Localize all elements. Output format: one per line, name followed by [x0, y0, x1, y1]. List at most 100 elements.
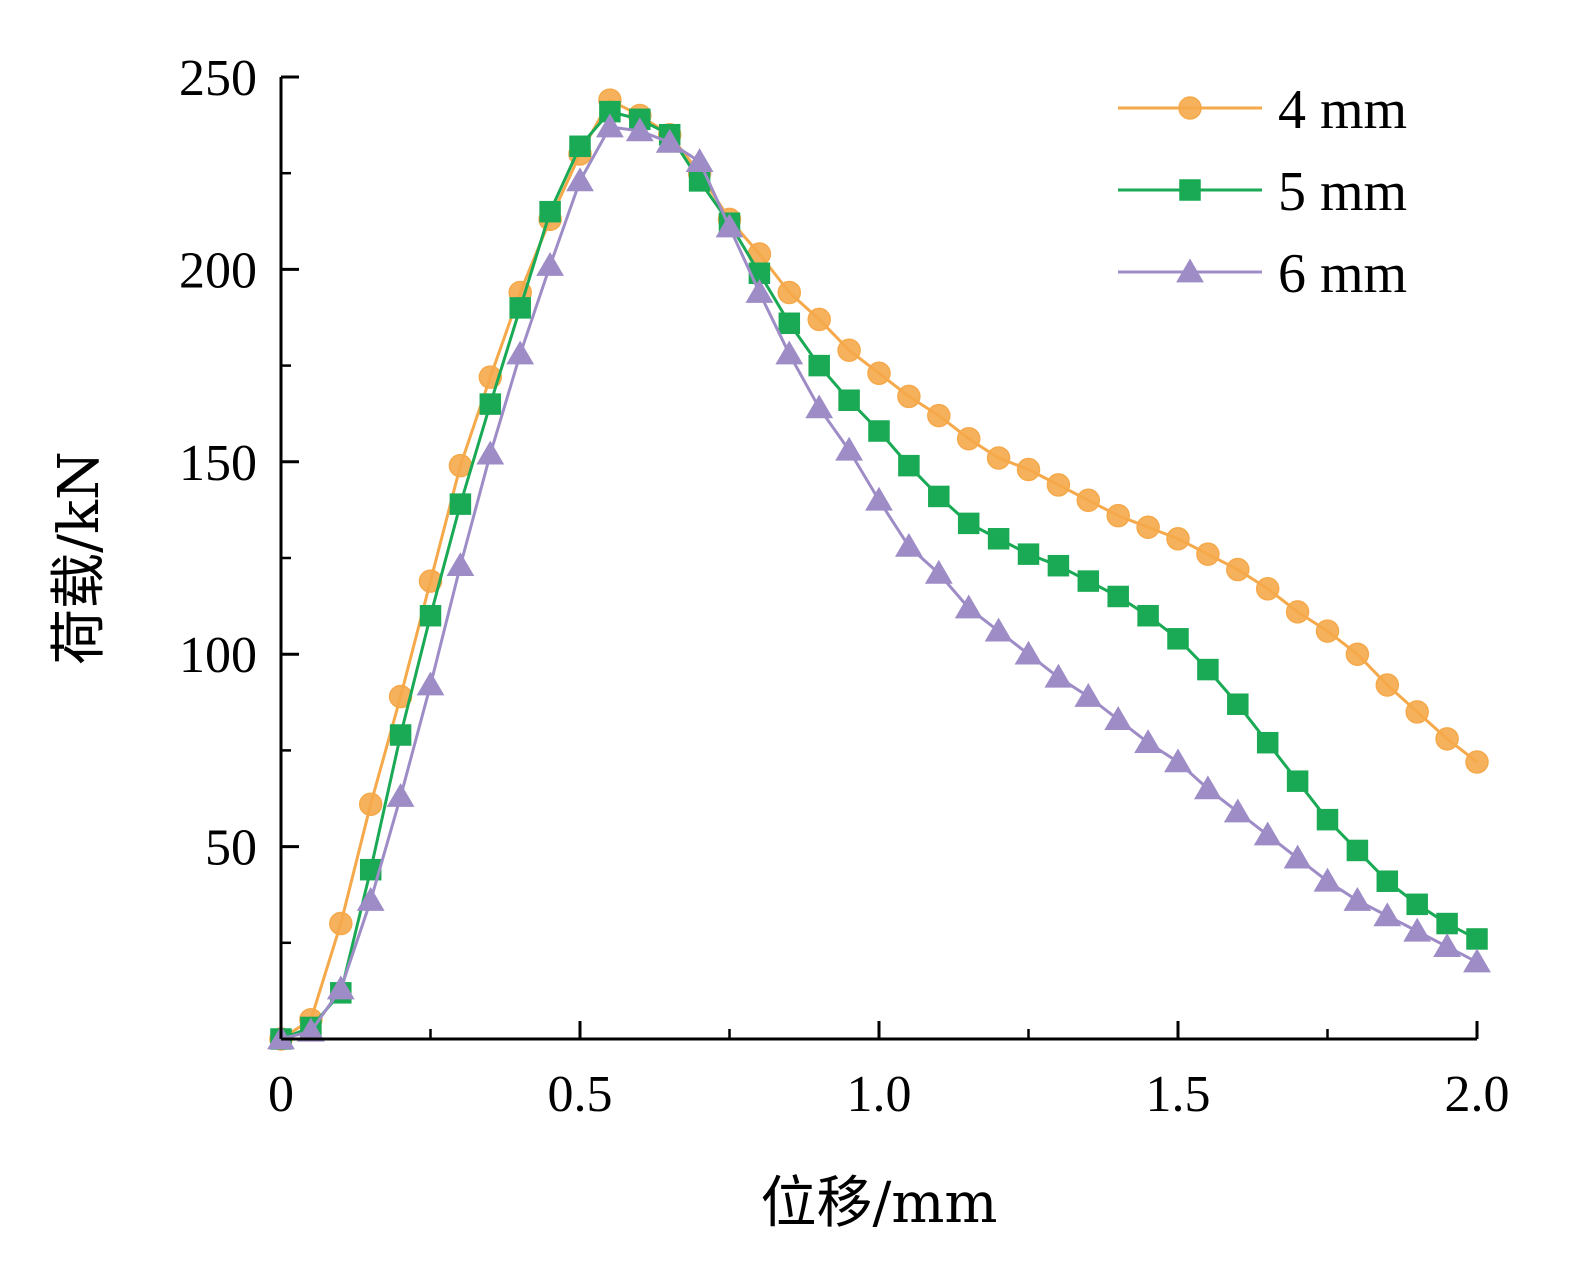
legend-marker: [1178, 96, 1202, 120]
data-point: [418, 569, 443, 593]
data-point: [1316, 808, 1339, 831]
legend-marker: [1179, 179, 1201, 201]
data-point: [1076, 488, 1101, 513]
plot-area: 0 0.5 1.0 1.5 2.0 50 100 150 200 250: [179, 50, 1510, 1123]
data-point: [805, 394, 834, 419]
legend-label: 6 mm: [1278, 243, 1407, 305]
data-point: [1373, 902, 1402, 927]
data-point: [777, 280, 802, 305]
data-point: [416, 671, 445, 696]
data-point: [865, 486, 893, 511]
data-point: [1313, 867, 1342, 892]
data-point: [1077, 570, 1100, 592]
data-point: [386, 783, 415, 807]
data-point: [1136, 515, 1160, 539]
data-point: [1137, 604, 1159, 627]
data-point: [1044, 663, 1073, 688]
data-point: [479, 393, 502, 415]
data-point: [924, 559, 953, 584]
data-point: [419, 604, 442, 627]
y-tick-label: 100: [179, 627, 257, 684]
data-point: [1286, 770, 1309, 792]
data-point: [1466, 928, 1488, 950]
data-point: [685, 148, 714, 173]
data-point: [808, 354, 830, 377]
legend: 4 mm 5 mm 6 mm: [1118, 79, 1407, 305]
data-point: [1134, 729, 1163, 754]
data-point: [1256, 731, 1279, 754]
data-point: [867, 361, 891, 386]
data-point: [838, 389, 860, 411]
series-3: [267, 113, 1491, 1050]
legend-item: 5 mm: [1118, 161, 1407, 223]
data-point: [1164, 748, 1192, 773]
data-point: [927, 403, 951, 428]
data-point: [928, 485, 950, 508]
data-point: [986, 446, 1011, 470]
data-point: [1226, 557, 1250, 582]
x-tick-label: 0: [268, 1066, 294, 1123]
data-point: [1343, 886, 1372, 911]
data-point: [566, 167, 594, 192]
data-point: [539, 200, 561, 223]
data-point: [778, 312, 801, 335]
y-tick-label: 50: [205, 820, 257, 877]
legend-item: 4 mm: [1118, 79, 1407, 141]
data-point: [625, 117, 654, 142]
x-tick-label: 2.0: [1445, 1066, 1510, 1123]
data-point: [837, 338, 861, 362]
data-point: [449, 493, 472, 515]
data-point: [897, 384, 921, 409]
y-tick-label: 250: [179, 50, 257, 107]
data-point: [984, 617, 1013, 642]
y-axis-title: 荷载/kN: [47, 451, 112, 665]
legend-item: 6 mm: [1118, 243, 1407, 305]
data-point: [807, 307, 831, 332]
data-point: [1315, 619, 1340, 643]
data-point: [1346, 839, 1369, 862]
data-point: [835, 436, 864, 461]
data-point: [358, 792, 383, 817]
data-point: [1167, 628, 1189, 650]
data-point: [1253, 821, 1282, 846]
data-point: [1017, 543, 1040, 565]
data-point: [868, 420, 890, 442]
data-point: [894, 532, 923, 557]
data-point: [509, 297, 531, 319]
x-tick-label: 0.5: [548, 1066, 613, 1123]
data-point: [1375, 673, 1400, 697]
data-point: [569, 135, 591, 158]
data-point: [1107, 585, 1129, 608]
data-point: [898, 454, 920, 477]
data-point: [715, 213, 744, 238]
legend-marker: [1176, 258, 1204, 283]
data-point: [1345, 642, 1370, 666]
data-point: [1463, 948, 1491, 973]
data-point: [1106, 503, 1130, 528]
data-point: [1046, 473, 1071, 497]
data-point: [1193, 775, 1222, 800]
data-point: [1227, 693, 1249, 715]
data-point: [1435, 727, 1459, 751]
data-point: [595, 113, 624, 138]
data-point: [356, 886, 385, 911]
data-point: [1433, 933, 1462, 957]
data-point: [1436, 912, 1458, 935]
data-point: [655, 128, 684, 153]
data-point: [1405, 700, 1429, 724]
y-tick-label: 150: [179, 435, 257, 492]
data-point: [954, 594, 983, 619]
data-point: [1465, 750, 1489, 774]
data-point: [536, 252, 565, 276]
data-point: [956, 426, 981, 451]
data-point: [957, 512, 980, 535]
data-point: [1014, 640, 1043, 665]
data-point: [745, 278, 774, 303]
data-point: [1104, 706, 1133, 730]
series-layer: [267, 88, 1491, 1051]
data-point: [987, 528, 1010, 550]
ticks-layer: 0 0.5 1.0 1.5 2.0 50 100 150 200 250: [179, 50, 1510, 1123]
data-point: [1166, 527, 1190, 551]
data-point: [1047, 554, 1070, 577]
